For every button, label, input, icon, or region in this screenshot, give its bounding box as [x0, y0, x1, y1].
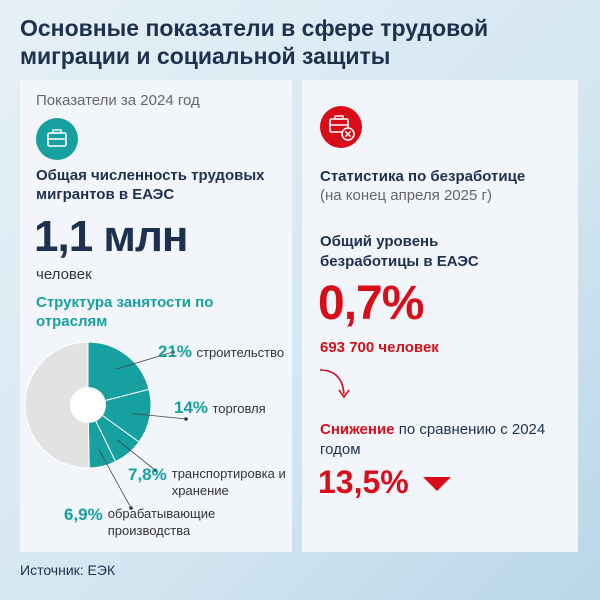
migrants-value: 1,1 млн	[34, 212, 188, 261]
leader-dot-2	[153, 468, 157, 472]
structure-title: Структура занятости по отраслям	[36, 294, 214, 330]
rate-value: 0,7%	[318, 277, 424, 330]
leader-line-2	[116, 439, 156, 471]
label-transport: транспортировка и хранение	[171, 466, 286, 498]
donut-hole	[70, 387, 106, 423]
pct-transport: 7,8%	[128, 465, 167, 484]
slice-remainder	[24, 341, 90, 469]
card-2024: Показатели за 2024 год Общая численность…	[20, 80, 292, 552]
source-note: Источник: ЕЭК	[20, 562, 116, 578]
decrease-text: по сравнению с 2024 годом	[320, 421, 546, 458]
people-count: 693 700 человек	[320, 339, 439, 356]
leader-line-3	[98, 448, 132, 509]
unemployment-heading: Статистика по безработице	[320, 168, 526, 185]
migrants-unit: человек	[36, 266, 92, 283]
label-construction: строительство	[196, 345, 285, 360]
period-label: Показатели за 2024 год	[36, 92, 200, 109]
briefcase-cross-icon	[320, 106, 362, 148]
page-title: Основные показатели в сфере трудовой миг…	[20, 15, 489, 69]
curved-arrow-icon	[319, 369, 350, 399]
pct-manufacturing: 6,9%	[64, 505, 103, 524]
leader-dot-3	[129, 506, 133, 510]
migrants-heading: Общая численность трудовых мигрантов в Е…	[36, 167, 265, 203]
leader-dot-1	[184, 417, 188, 421]
briefcase-icon	[36, 118, 78, 160]
leader-line-1	[132, 413, 187, 420]
donut-chart	[24, 341, 188, 510]
pct-trade: 14%	[174, 398, 209, 417]
triangle-down-icon	[423, 477, 451, 491]
decrease-bold: Снижение	[320, 421, 395, 438]
leader-dot-0	[171, 350, 175, 354]
rate-label: Общий уровень безработицы в ЕАЭС	[320, 233, 479, 270]
pct-construction: 21%	[158, 342, 193, 361]
label-manufacturing: обрабатывающие производства	[107, 506, 216, 538]
card-unemployment: Статистика по безработице (на конец апре…	[302, 80, 578, 552]
slice-0	[87, 341, 150, 406]
label-trade: торговля	[212, 401, 266, 416]
unemployment-period: (на конец апреля 2025 г)	[320, 187, 492, 204]
decrease-value: 13,5%	[318, 464, 409, 500]
leader-line-0	[115, 351, 174, 370]
